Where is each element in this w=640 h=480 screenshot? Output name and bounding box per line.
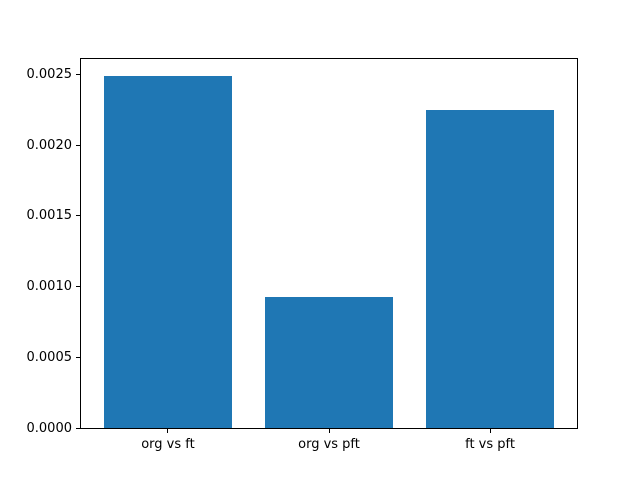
bar-ft-vs-pft (425, 109, 555, 428)
bar-org-vs-ft (103, 75, 233, 428)
y-tick-label: 0.0005 (26, 349, 73, 365)
y-tick-mark (76, 144, 80, 146)
x-tick-mark (328, 429, 330, 433)
plot-area: 0.0000 0.0005 0.0010 0.0015 0.0020 0.0025 org … (27, 58, 578, 452)
y-tick-mark (76, 286, 80, 288)
x-tick-mark (489, 429, 491, 433)
y-tick-mark (76, 74, 80, 76)
y-tick-label: 0.0010 (26, 279, 73, 295)
x-tick-mark (167, 429, 169, 433)
y-tick-label: 0.0020 (26, 137, 73, 153)
y-tick-label: 0.0000 (26, 420, 73, 436)
bar-org-vs-pft (264, 296, 394, 428)
y-tick-label: 0.0015 (26, 208, 73, 224)
y-tick-mark (76, 356, 80, 358)
x-tick-label: org vs pft (298, 437, 360, 452)
x-tick-label: ft vs pft (465, 437, 515, 452)
x-tick-label: org vs ft (141, 437, 195, 452)
y-tick-label: 0.0025 (26, 67, 73, 83)
y-tick-mark (76, 427, 80, 429)
y-tick-mark (76, 215, 80, 217)
